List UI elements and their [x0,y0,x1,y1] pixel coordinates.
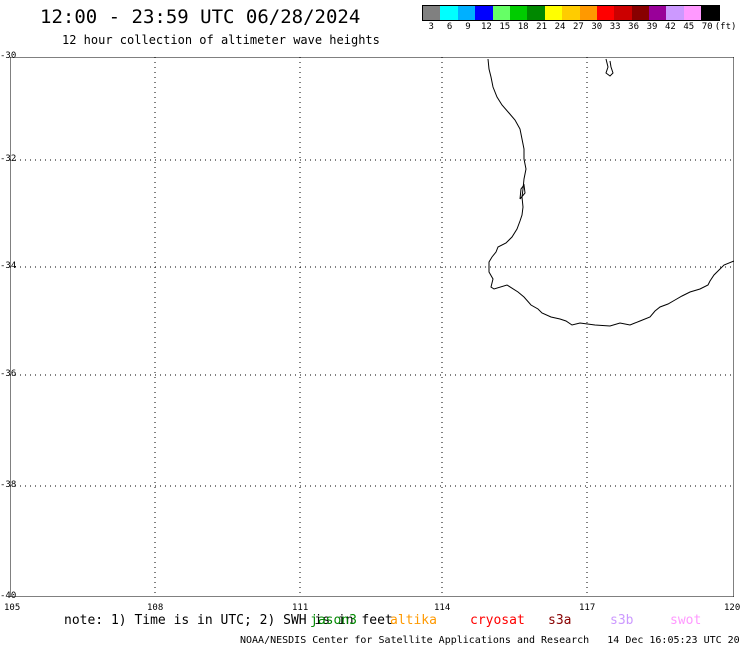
longitude-label: 105 [4,603,21,613]
colorbar-tick-label: 18 [517,22,529,32]
colorbar-swatch [527,6,545,20]
colorbar-tick-label: 15 [499,22,511,32]
footer-credit: NOAA/NESDIS Center for Satellite Applica… [240,635,740,646]
colorbar-swatch [562,6,580,20]
latitude-label: -32 [0,154,17,164]
colorbar-swatch [509,6,528,20]
colorbar-tick-label: 24 [554,22,566,32]
longitude-label: 120 [724,603,740,613]
colorbar-swatch [475,6,493,20]
longitude-label: 111 [292,603,309,613]
colorbar-tick-label: 21 [536,22,548,32]
latitude-label: -34 [0,261,17,271]
colorbar-swatch [492,6,510,20]
colorbar-tick-label: 12 [480,22,492,32]
satellite-legend-item: s3b [610,613,634,628]
satellite-legend-item: swot [670,613,702,628]
satellite-legend-item: s3a [548,613,572,628]
colorbar-tick-label: 45 [683,22,695,32]
colorbar-tick-label: 9 [465,22,471,32]
colorbar-swatch [631,6,650,20]
latitude-label: -30 [0,51,17,61]
colorbar-tick-label: 6 [446,22,453,32]
satellite-legend-item: altika [390,613,437,628]
satellite-legend-item: cryosat [470,613,525,628]
colorbar-tick-label: 27 [572,22,584,32]
map-frame [10,57,734,597]
colorbar-swatch [649,6,667,20]
longitude-label: 108 [147,603,164,613]
coastline-island [605,58,614,77]
coastline-bay-detail [519,183,526,200]
latitude-label: -40 [0,591,17,601]
map-title: 12:00 - 23:59 UTC 06/28/2024 [40,6,361,28]
colorbar-swatch [457,6,476,20]
colorbar-labels: 3 6 9 12 15 18 21 24 27 30 33 36 39 42 45 70 (ft) [422,22,740,34]
colorbar-tick-label: 42 [664,22,676,32]
latitude-label: -38 [0,480,17,490]
colorbar-tick-label: 33 [609,22,621,32]
wave-height-colorbar [422,5,720,21]
colorbar-tick-label: 3 [428,22,434,32]
graticule [10,57,734,597]
altimeter-map [10,57,734,597]
colorbar-swatch [614,6,632,20]
colorbar-swatch [544,6,563,20]
colorbar-swatch [596,6,615,20]
colorbar-tick-label: 30 [591,22,603,32]
latitude-label: -36 [0,369,17,379]
colorbar-tick-label: 36 [628,22,640,32]
longitude-label: 117 [579,603,596,613]
colorbar-swatch [440,6,458,20]
coastline-west-australia [487,58,734,327]
colorbar-tick-label: 70 [701,22,713,32]
colorbar-tick-label: (ft) [714,22,737,32]
colorbar-swatch [579,6,597,20]
note-text: note: 1) Time is in UTC; 2) SWH is in fe… [64,613,393,628]
colorbar-tick-label: 39 [646,22,658,32]
satellite-legend-item: jason3 [310,613,357,628]
longitude-label: 114 [434,603,451,613]
colorbar-swatch [683,6,702,20]
colorbar-swatch [701,6,719,20]
colorbar-swatch [666,6,684,20]
map-subtitle: 12 hour collection of altimeter wave hei… [62,33,380,47]
colorbar-swatch [423,6,441,20]
